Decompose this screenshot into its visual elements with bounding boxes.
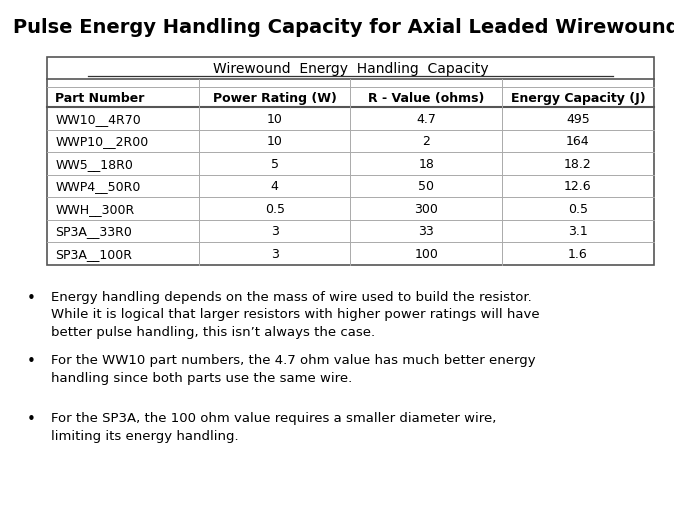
Text: 5: 5: [271, 158, 278, 171]
Text: 3: 3: [271, 225, 278, 238]
Text: 495: 495: [566, 113, 590, 126]
Text: 18: 18: [419, 158, 434, 171]
Text: SP3A__100R: SP3A__100R: [55, 247, 132, 261]
Text: 0.5: 0.5: [568, 203, 588, 216]
Text: 1.6: 1.6: [568, 247, 588, 261]
Text: WW5__18R0: WW5__18R0: [55, 158, 133, 171]
Text: WWP10__2R00: WWP10__2R00: [55, 135, 148, 148]
Text: Part Number: Part Number: [55, 91, 145, 105]
Text: WWH__300R: WWH__300R: [55, 203, 135, 216]
Text: 164: 164: [566, 135, 590, 148]
Text: 2: 2: [423, 135, 430, 148]
Text: 12.6: 12.6: [564, 180, 592, 193]
Text: Wirewound  Energy  Handling  Capacity: Wirewound Energy Handling Capacity: [213, 62, 488, 76]
Text: 4.7: 4.7: [417, 113, 436, 126]
Text: 100: 100: [415, 247, 438, 261]
Text: Energy handling depends on the mass of wire used to build the resistor.
While it: Energy handling depends on the mass of w…: [51, 290, 539, 338]
Text: For the WW10 part numbers, the 4.7 ohm value has much better energy
handling sin: For the WW10 part numbers, the 4.7 ohm v…: [51, 354, 535, 384]
Text: 3: 3: [271, 247, 278, 261]
Text: •: •: [27, 354, 36, 369]
Text: 4: 4: [271, 180, 278, 193]
Text: Power Rating (W): Power Rating (W): [213, 91, 336, 105]
Text: 3.1: 3.1: [568, 225, 588, 238]
Text: R - Value (ohms): R - Value (ohms): [368, 91, 485, 105]
Text: 18.2: 18.2: [564, 158, 592, 171]
Text: WW10__4R70: WW10__4R70: [55, 113, 141, 126]
Text: WWP4__50R0: WWP4__50R0: [55, 180, 141, 193]
Text: 10: 10: [267, 135, 282, 148]
Text: 10: 10: [267, 113, 282, 126]
Text: Pulse Energy Handling Capacity for Axial Leaded Wirewounds: Pulse Energy Handling Capacity for Axial…: [13, 18, 674, 37]
Text: •: •: [27, 412, 36, 427]
Text: 300: 300: [415, 203, 438, 216]
Text: 0.5: 0.5: [265, 203, 284, 216]
Text: •: •: [27, 290, 36, 306]
Text: 33: 33: [419, 225, 434, 238]
Text: SP3A__33R0: SP3A__33R0: [55, 225, 132, 238]
Text: For the SP3A, the 100 ohm value requires a smaller diameter wire,
limiting its e: For the SP3A, the 100 ohm value requires…: [51, 412, 496, 442]
Text: Energy Capacity (J): Energy Capacity (J): [511, 91, 645, 105]
Text: 50: 50: [419, 180, 434, 193]
